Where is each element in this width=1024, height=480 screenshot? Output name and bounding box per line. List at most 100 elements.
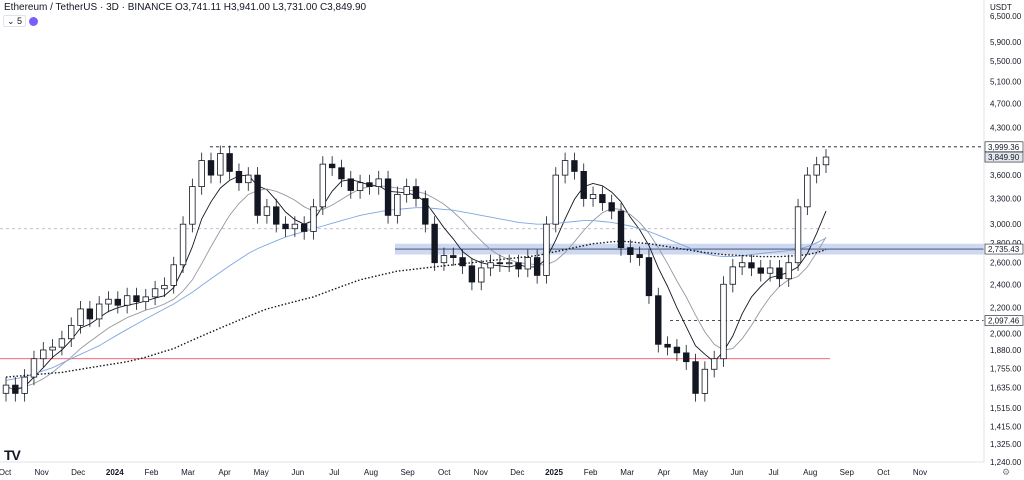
candle-body [273,206,280,225]
candle-body [310,206,317,232]
candle-body [571,160,578,172]
x-tick-label: 2025 [545,468,563,477]
y-tick-label: 3,000.00 [990,220,1022,229]
candle-body [263,206,271,216]
candle-body [40,349,47,360]
candle-body [95,303,103,320]
y-tick-label: 2,600.00 [990,259,1022,268]
candle-body [505,262,513,265]
x-tick-label: Oct [877,468,890,477]
y-tick-label: 1,880.00 [990,346,1022,355]
candle-body [664,343,671,348]
open-value: O3,741.11 [174,2,221,13]
symbol-title: Ethereum / TetherUS · 3D · BINANCE [4,2,173,13]
candle-body [524,257,532,270]
indicator-icon[interactable] [29,16,39,26]
x-tick-label: Nov [34,468,48,477]
candle-body [608,202,615,212]
moving-average-line [6,185,827,389]
candle-body [766,267,774,274]
candle-body [683,352,690,363]
candle-body [822,156,830,166]
x-tick-label: Aug [803,468,817,477]
candle-body [77,308,84,326]
x-tick-label: Jun [731,468,744,477]
currency-label: USDT [990,3,1012,12]
candle-body [673,346,681,354]
x-tick-label: Feb [145,468,159,477]
candle-body [533,257,541,276]
candle-body [422,198,429,225]
candle-body [580,171,587,199]
candle-body [2,384,10,394]
candle-body [30,358,38,378]
candle-body [561,160,569,176]
candle-body [627,247,634,255]
candle-body [142,296,149,303]
candle-body [21,376,28,394]
candle-body [757,267,764,274]
y-tick-label: 2,400.00 [990,280,1022,289]
y-tick-label: 1,415.00 [990,422,1022,431]
support-zone [395,243,984,255]
x-tick-label: Feb [584,468,598,477]
candle-body [738,262,746,268]
x-tick-label: May [693,468,708,477]
x-tick-label: Nov [474,468,488,477]
candle-body [655,295,662,345]
x-tick-label: Apr [218,468,231,477]
candle-body [319,163,327,208]
x-tick-label: Mar [620,468,634,477]
candle-body [328,163,336,169]
candle-body [254,174,261,216]
symbol-header: Ethereum / TetherUS · 3D · BINANCE O3,74… [4,2,366,13]
price-label: 2,097.46 [988,317,1020,326]
x-tick-label: Oct [0,468,12,477]
x-tick-label: 2024 [106,468,124,477]
candle-body [515,262,522,270]
x-tick-label: Dec [71,468,85,477]
candle-body [487,262,494,269]
candle-body [589,194,597,199]
price-label-box [984,151,1024,163]
candle-body [403,186,410,195]
candle-body [776,267,783,280]
candle-body [543,223,550,276]
interval-chip[interactable]: ⌄ 5 [3,15,27,27]
candle-body [748,262,755,269]
price-label: 2,735.43 [988,245,1020,254]
candle-body [552,174,559,225]
candle-body [179,223,187,266]
price-label: 3,849.90 [988,153,1020,162]
settings-gear-icon[interactable]: ⚙ [1002,468,1010,478]
candle-body [105,298,112,305]
y-tick-label: 3,300.00 [990,195,1022,204]
x-tick-label: Aug [364,468,378,477]
interval-chip-label: 5 [17,16,23,26]
candle-body [12,384,19,394]
x-tick-label: Jul [329,468,339,477]
x-tick-label: Jun [291,468,304,477]
candle-body [701,368,709,394]
y-tick-label: 1,240.00 [990,458,1022,467]
y-tick-label: 4,700.00 [990,99,1022,108]
y-tick-label: 3,600.00 [990,171,1022,180]
candle-body [813,164,820,176]
candle-body [151,288,159,298]
candle-body [347,178,354,191]
candle-body [86,308,94,320]
y-tick-label: 2,800.00 [990,239,1022,248]
high-value: H3,941.00 [223,2,270,13]
candle-body [170,264,177,286]
moving-average-line [5,240,827,378]
candle-body [366,182,373,187]
y-tick-label: 5,500.00 [990,57,1022,66]
price-label: 3,999.36 [988,143,1020,152]
candle-body [375,178,382,187]
x-tick-label: Nov [913,468,927,477]
y-tick-label: 5,100.00 [990,77,1022,86]
candle-body [356,182,364,191]
price-label-box [984,243,1024,255]
candle-body [161,284,168,290]
